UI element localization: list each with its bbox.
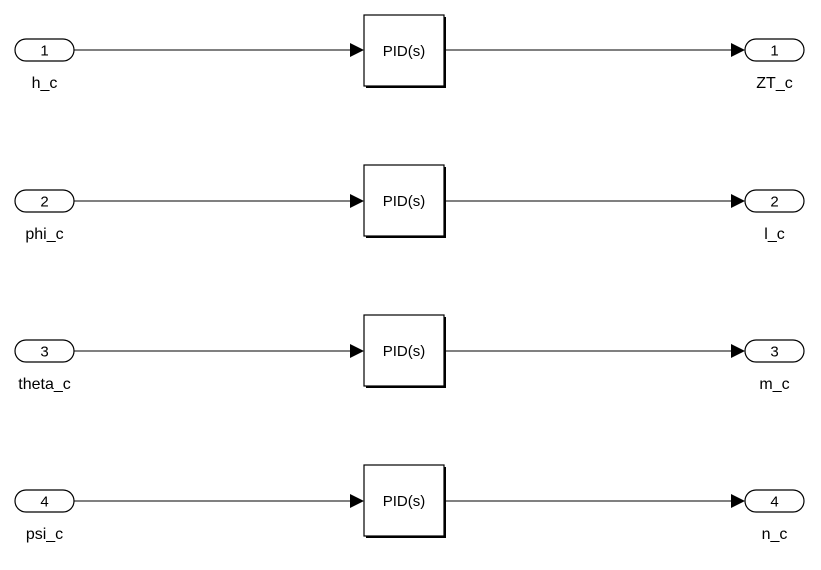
outport-4-number: 4 [770, 494, 778, 511]
outport-2-number: 2 [770, 194, 778, 211]
arrowhead-out-3 [731, 344, 745, 358]
inport-4-number: 4 [40, 494, 48, 511]
pid-block-3-label: PID(s) [383, 343, 426, 360]
inport-2-name: phi_c [25, 226, 63, 243]
pid-block-1-label: PID(s) [383, 43, 426, 60]
outport-2-name: l_c [764, 226, 784, 243]
outport-2[interactable]: 2 [744, 189, 805, 213]
arrowhead-in-4 [350, 494, 364, 508]
inport-1[interactable]: 1 [14, 38, 75, 62]
pid-block-4-label: PID(s) [383, 493, 426, 510]
pid-block-3[interactable]: PID(s) [363, 314, 446, 388]
outport-1-name: ZT_c [756, 75, 792, 92]
outport-1[interactable]: 1 [744, 38, 805, 62]
outport-4-name: n_c [762, 526, 788, 543]
signal-row-1: 1 h_c PID(s) 1 ZT_c [14, 14, 805, 92]
inport-1-number: 1 [40, 43, 48, 60]
inport-4[interactable]: 4 [14, 489, 75, 513]
outport-3[interactable]: 3 [744, 339, 805, 363]
outport-3-name: m_c [759, 376, 789, 393]
inport-2-number: 2 [40, 194, 48, 211]
inport-3[interactable]: 3 [14, 339, 75, 363]
pid-block-2[interactable]: PID(s) [363, 164, 446, 238]
arrowhead-in-1 [350, 43, 364, 57]
arrowhead-out-4 [731, 494, 745, 508]
signal-row-4: 4 psi_c PID(s) 4 n_c [14, 464, 805, 543]
inport-2[interactable]: 2 [14, 189, 75, 213]
pid-block-1[interactable]: PID(s) [363, 14, 446, 88]
pid-block-2-label: PID(s) [383, 193, 426, 210]
outport-3-number: 3 [770, 344, 778, 361]
arrowhead-out-2 [731, 194, 745, 208]
inport-3-number: 3 [40, 344, 48, 361]
pid-block-4[interactable]: PID(s) [363, 464, 446, 538]
outport-4[interactable]: 4 [744, 489, 805, 513]
inport-4-name: psi_c [26, 526, 63, 543]
arrowhead-out-1 [731, 43, 745, 57]
arrowhead-in-3 [350, 344, 364, 358]
signal-row-2: 2 phi_c PID(s) 2 l_c [14, 164, 805, 243]
inport-3-name: theta_c [18, 376, 70, 393]
inport-1-name: h_c [32, 75, 58, 92]
signal-row-3: 3 theta_c PID(s) 3 m_c [14, 314, 805, 393]
arrowhead-in-2 [350, 194, 364, 208]
outport-1-number: 1 [770, 43, 778, 60]
